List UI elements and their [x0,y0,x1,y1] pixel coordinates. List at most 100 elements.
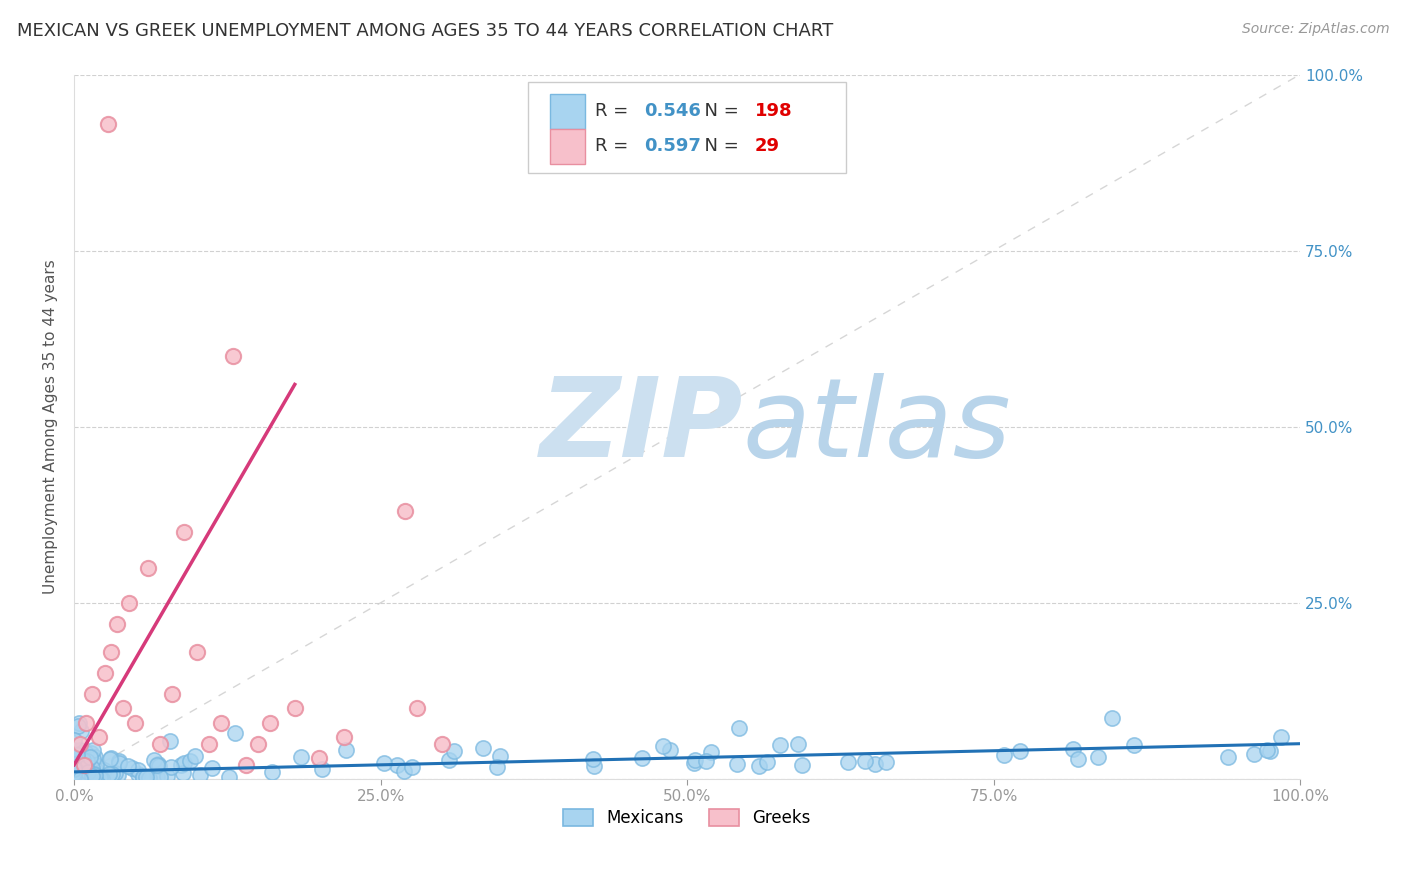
Point [63,766,86,780]
Point [1122,739,1144,753]
Point [63,764,86,779]
Point [63,769,86,783]
Point [70,764,93,779]
Point [82,687,104,701]
Point [70,771,93,785]
Point [179,754,201,768]
Point [725,756,748,771]
Point [76,754,98,768]
Point [67,770,90,784]
Point [1062,742,1084,756]
Point [63,754,86,768]
Point [259,715,281,730]
Point [769,738,792,752]
Point [373,756,395,771]
Point [82,743,104,757]
Point [63,762,86,776]
Point [77,768,100,782]
Point [333,730,356,744]
Point [89,772,111,786]
Point [70,750,93,764]
Point [63,762,86,776]
Point [69,745,91,759]
Point [98,766,121,780]
Point [290,750,312,764]
Point [69,764,91,779]
Point [1258,744,1281,758]
Text: N =: N = [693,137,745,155]
Point [582,752,605,766]
Point [149,771,172,785]
Point [63,770,86,784]
Point [108,756,131,770]
Point [66,748,89,763]
Point [63,769,86,783]
Point [65,766,87,780]
Point [79,750,101,764]
Point [80,770,103,784]
Text: N =: N = [693,103,745,120]
Point [63,770,86,784]
Point [69,743,91,757]
Point [652,739,675,754]
Point [748,759,770,773]
Point [63,770,86,784]
Point [69,772,91,786]
Point [72,753,94,767]
Point [107,754,129,768]
Point [67,715,90,730]
Point [172,766,194,780]
Point [170,758,193,772]
Point [77,765,100,780]
Point [84,764,107,779]
Point [65,761,87,775]
Point [790,757,813,772]
Point [63,769,86,783]
Point [97,117,120,131]
Point [406,701,429,715]
Text: R =: R = [595,137,634,155]
Point [112,701,135,715]
Point [63,755,86,769]
Point [80,767,103,781]
Point [66,765,89,780]
Point [121,761,143,775]
Point [98,752,121,766]
Point [67,760,90,774]
Point [63,769,86,783]
FancyBboxPatch shape [550,95,585,128]
Point [100,750,122,764]
Point [84,757,107,772]
Point [682,756,704,770]
Point [66,719,89,733]
Point [63,772,86,786]
Point [695,754,717,768]
Point [76,756,98,770]
Point [1256,743,1278,757]
Point [201,761,224,775]
Point [75,762,97,776]
Point [67,758,90,772]
Point [70,769,93,783]
Point [443,744,465,758]
Point [63,766,86,780]
Point [173,756,195,771]
Point [67,772,90,786]
Point [70,749,93,764]
Point [837,755,859,769]
Point [66,772,89,786]
Point [173,525,195,540]
Point [69,723,91,738]
Point [82,769,104,783]
Point [63,742,86,756]
Point [437,753,460,767]
Point [63,768,86,782]
Point [136,560,159,574]
Point [308,751,330,765]
Point [69,762,91,776]
Point [63,764,86,778]
Point [1067,752,1090,766]
Point [1218,749,1240,764]
Point [83,767,105,781]
FancyBboxPatch shape [550,129,585,164]
